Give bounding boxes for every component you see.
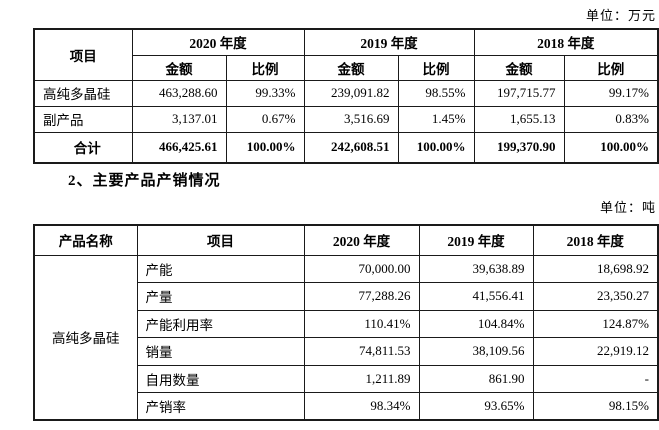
value-cell: 77,288.26 xyxy=(303,282,420,311)
value-cell: 70,000.00 xyxy=(303,254,420,283)
value-cell: 39,638.89 xyxy=(418,254,534,283)
value-cell: 98.55% xyxy=(397,79,475,107)
row-label: 产销率 xyxy=(136,392,305,421)
year-2019-header: 2019 年度 xyxy=(303,28,475,56)
value-cell: 242,608.51 xyxy=(303,131,399,164)
value-cell: 466,425.61 xyxy=(131,131,227,164)
table-row: 自用数量 1,211.89 861.90- xyxy=(34,364,659,393)
table-row: 产销率 98.34% 93.65% 98.15% xyxy=(34,392,659,421)
table-row: 合计 466,425.61 100.00% 242,608.51 100.00% 199,… xyxy=(33,131,659,164)
year-2018-header: 2018 年度 xyxy=(473,28,659,56)
item-column-header: 项目 xyxy=(33,28,133,81)
production-table-body: 高纯多晶硅 产能 70,000.00 39,638.89 18,698.92 产量 77,2… xyxy=(33,254,659,421)
value-cell: 98.15% xyxy=(532,392,659,421)
value-cell: 41,556.41 xyxy=(418,282,534,311)
value-cell: 104.84% xyxy=(418,309,534,338)
value-cell: 93.65% xyxy=(418,392,534,421)
amount-header: 金额 xyxy=(473,54,565,81)
year-2020-header: 2020 年度 xyxy=(131,28,305,56)
row-label: 产量 xyxy=(136,282,305,311)
ratio-header: 比例 xyxy=(225,54,305,81)
row-label: 高纯多晶硅 xyxy=(33,79,133,107)
value-cell: 98.34% xyxy=(303,392,420,421)
value-cell: 199,370.90 xyxy=(473,131,565,164)
product-name-cell: 高纯多晶硅 xyxy=(33,254,138,421)
value-cell: 38,109.56 xyxy=(418,337,534,366)
row-label: 自用数量 xyxy=(136,364,305,393)
value-cell: 463,288.60 xyxy=(131,79,227,107)
amount-header: 金额 xyxy=(131,54,227,81)
product-name-header: 产品名称 xyxy=(33,224,138,256)
table-header-row: 产品名称 项目 2020 年度 2019 年度 2018 年度 xyxy=(33,224,659,256)
table-row: 产能利用率 110.41% 104.84% 124.87% xyxy=(34,309,659,338)
value-cell: - xyxy=(532,364,659,393)
value-cell: 3,137.01 xyxy=(131,105,227,133)
value-cell: 124.87% xyxy=(532,309,659,338)
value-cell: 74,811.53 xyxy=(303,337,420,366)
production-sales-table: 产品名称 项目 2020 年度 2019 年度 2018 年度 高纯多晶硅 产能 7… xyxy=(33,224,659,421)
value-cell: 1,211.89 xyxy=(303,364,420,393)
table-subheader-row: 金额 比例 金额 比例 金额 比例 xyxy=(34,54,659,81)
table-row: 产量 77,288.26 41,556.41 23,350.27 xyxy=(34,282,659,311)
unit-label-wanyuan: 单位：万元 xyxy=(585,8,656,23)
row-label: 产能利用率 xyxy=(136,309,305,338)
year-2018-header: 2018 年度 xyxy=(532,224,659,256)
value-cell: 99.17% xyxy=(563,79,659,107)
value-cell: 100.00% xyxy=(563,131,659,164)
value-cell: 0.83% xyxy=(563,105,659,133)
value-cell: 239,091.82 xyxy=(303,79,399,107)
item-column-header: 项目 xyxy=(136,224,305,256)
value-cell: 1.45% xyxy=(397,105,475,133)
table-header-row: 项目 2020 年度 2019 年度 2018 年度 xyxy=(33,28,659,81)
row-label: 销量 xyxy=(136,337,305,366)
year-2020-header: 2020 年度 xyxy=(303,224,420,256)
section-heading: 2、主要产品产销情况 xyxy=(68,173,221,189)
ratio-header: 比例 xyxy=(397,54,475,81)
value-cell: 197,715.77 xyxy=(473,79,565,107)
value-cell: 1,655.13 xyxy=(473,105,565,133)
revenue-composition-table: 项目 2020 年度 2019 年度 2018 年度 金额 比例 金额 比例 金… xyxy=(33,28,659,164)
value-cell: 110.41% xyxy=(303,309,420,338)
value-cell: 100.00% xyxy=(225,131,305,164)
value-cell: 0.67% xyxy=(225,105,305,133)
unit-label-ton: 单位：吨 xyxy=(599,200,656,215)
table-row: 副产品 3,137.01 0.67% 3,516.69 1.45% 1,655.13 0.8… xyxy=(33,105,659,133)
ratio-header: 比例 xyxy=(563,54,659,81)
table-row: 高纯多晶硅 产能 70,000.00 39,638.89 18,698.92 xyxy=(33,254,659,421)
value-cell: 18,698.92 xyxy=(532,254,659,283)
value-cell: 22,919.12 xyxy=(532,337,659,366)
row-label: 副产品 xyxy=(33,105,133,133)
value-cell: 23,350.27 xyxy=(532,282,659,311)
table-row: 销量 74,811.53 38,109.56 22,919.12 xyxy=(34,337,659,366)
amount-header: 金额 xyxy=(303,54,399,81)
revenue-table-body: 高纯多晶硅 463,288.60 99.33% 239,091.82 98.55% 197… xyxy=(33,79,659,164)
row-label: 产能 xyxy=(136,254,305,283)
row-label: 合计 xyxy=(33,131,133,164)
value-cell: 3,516.69 xyxy=(303,105,399,133)
value-cell: 100.00% xyxy=(397,131,475,164)
table-row: 高纯多晶硅 463,288.60 99.33% 239,091.82 98.55% 197… xyxy=(33,79,659,107)
value-cell: 99.33% xyxy=(225,79,305,107)
year-2019-header: 2019 年度 xyxy=(418,224,534,256)
value-cell: 861.90 xyxy=(418,364,534,393)
